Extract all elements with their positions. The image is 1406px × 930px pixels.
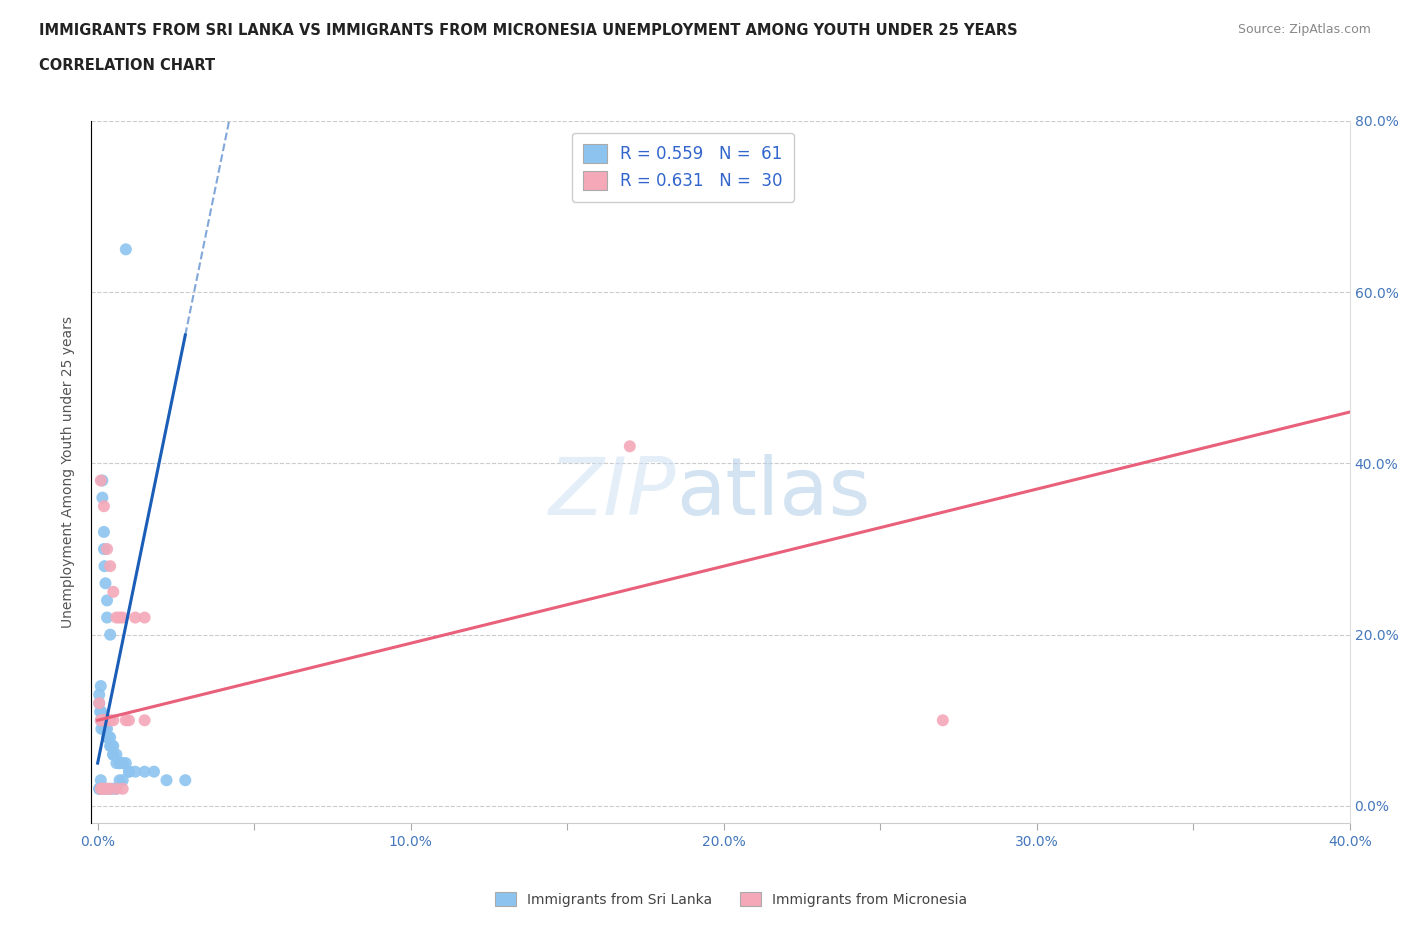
Point [91,781,114,796]
Point [111,773,134,788]
Legend: Immigrants from Sri Lanka, Immigrants from Micronesia: Immigrants from Sri Lanka, Immigrants fr… [488,885,974,914]
Point [98,738,121,753]
Point [96,722,118,737]
Point [91,713,114,728]
Text: ZIP: ZIP [550,454,676,532]
Point [90,713,112,728]
Point [118,764,141,779]
Point [89,781,111,796]
Point [98,730,121,745]
Point [932,713,955,728]
Point [93,713,115,728]
Point [94,722,117,737]
Point [89,696,111,711]
Point [90,781,112,796]
Point [111,781,134,796]
Point [90,722,112,737]
Point [118,764,141,779]
Point [105,781,128,796]
Point [134,713,156,728]
Point [105,756,128,771]
Point [93,541,115,556]
Point [174,773,197,788]
Point [89,781,111,796]
Point [97,730,120,745]
Point [91,490,114,505]
Point [108,756,131,771]
Point [94,781,117,796]
Point [98,627,121,642]
Point [108,610,131,625]
Point [96,781,118,796]
Point [155,773,177,788]
Point [90,713,112,728]
Point [89,687,111,702]
Y-axis label: Unemployment Among Youth under 25 years: Unemployment Among Youth under 25 years [62,316,76,628]
Point [93,722,115,737]
Point [114,756,136,771]
Point [96,781,118,796]
Point [98,713,121,728]
Point [98,781,121,796]
Point [90,679,112,694]
Point [105,781,128,796]
Point [143,764,166,779]
Point [111,610,134,625]
Point [98,559,121,574]
Point [93,781,115,796]
Point [103,747,125,762]
Point [89,781,111,796]
Point [111,756,134,771]
Point [96,713,118,728]
Point [90,781,112,796]
Point [619,439,641,454]
Point [91,713,114,728]
Point [90,773,112,788]
Point [108,773,131,788]
Point [114,713,136,728]
Point [114,242,136,257]
Point [103,738,125,753]
Point [108,756,131,771]
Text: IMMIGRANTS FROM SRI LANKA VS IMMIGRANTS FROM MICRONESIA UNEMPLOYMENT AMONG YOUTH: IMMIGRANTS FROM SRI LANKA VS IMMIGRANTS … [39,23,1018,38]
Point [91,781,114,796]
Point [103,781,125,796]
Point [90,473,112,488]
Point [118,713,141,728]
Point [89,696,111,711]
Text: atlas: atlas [676,454,870,532]
Point [93,525,115,539]
Point [96,610,118,625]
Point [111,756,134,771]
Point [94,576,117,591]
Point [96,593,118,608]
Point [97,730,120,745]
Point [94,713,117,728]
Point [96,541,118,556]
Text: Source: ZipAtlas.com: Source: ZipAtlas.com [1237,23,1371,36]
Point [90,704,112,719]
Point [100,738,122,753]
Point [93,559,115,574]
Point [134,610,156,625]
Point [103,584,125,599]
Text: CORRELATION CHART: CORRELATION CHART [39,58,215,73]
Point [96,730,118,745]
Point [103,713,125,728]
Point [105,610,128,625]
Point [124,610,146,625]
Point [89,704,111,719]
Point [91,473,114,488]
Point [93,498,115,513]
Point [105,747,128,762]
Point [93,713,115,728]
Legend: R = 0.559   N =  61, R = 0.631   N =  30: R = 0.559 N = 61, R = 0.631 N = 30 [572,133,794,202]
Point [103,747,125,762]
Point [134,764,156,779]
Point [124,764,146,779]
Point [93,781,115,796]
Point [98,781,121,796]
Point [100,738,122,753]
Point [103,747,125,762]
